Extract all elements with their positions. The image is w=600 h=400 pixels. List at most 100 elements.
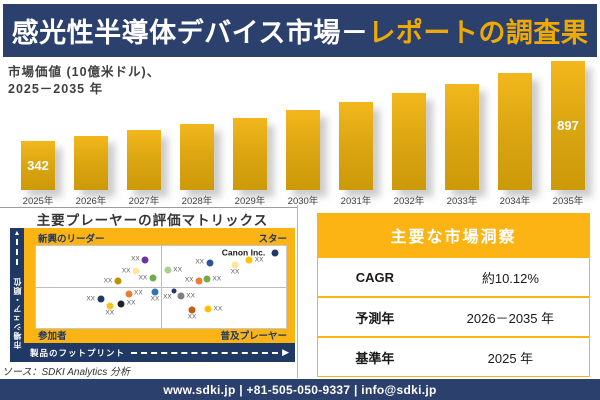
quadrant-label-pervasive-players: 普及プレーヤー	[220, 331, 287, 342]
bar-year-label: 2031年	[340, 196, 372, 207]
bar-2028年	[180, 124, 214, 190]
scatter-point: XX	[125, 290, 143, 298]
bar-column: 2032年	[391, 60, 427, 207]
point-label: XX	[134, 289, 143, 297]
company-label: Canon Inc.	[221, 247, 266, 258]
insights-table-header: 主要な市場洞察	[318, 214, 589, 256]
chart-axis-label-line2: 2025－2035 年	[8, 81, 104, 96]
point-label: XX	[105, 309, 115, 317]
scatter-point: XX	[203, 275, 221, 283]
bar-2027年	[127, 130, 161, 190]
bar-value-label: 342	[27, 158, 49, 173]
matrix-x-axis-label: 製品のフットプリント	[30, 347, 126, 358]
bar-2035年: 897	[551, 61, 585, 190]
x-axis-dashed-line	[131, 351, 279, 354]
scatter-point: XX	[177, 292, 195, 300]
matrix-plot-area: XX XX XX XX XX XX Canon Inc. XX XX XX XX XX XX XX XX XX…	[35, 245, 287, 329]
page-title-main: 感光性半導体デバイス市場－	[11, 18, 369, 48]
scatter-point: XX	[117, 300, 135, 308]
bar-column: 2026年	[73, 60, 109, 207]
right-arrow-icon: ▶	[282, 347, 289, 357]
point-label: XX	[173, 266, 182, 274]
scatter-point: XX	[185, 277, 203, 285]
bar-2033年	[445, 84, 479, 190]
bar-year-label: 2029年	[234, 196, 266, 207]
point-label: XX	[230, 268, 240, 276]
insights-row-予測年: 予測年 2026－2035 年	[318, 296, 589, 336]
scatter-point: XX	[151, 288, 159, 302]
chart-axis-label-line1: 市場価値 (10億米ドル)、	[8, 65, 161, 79]
quadrant-divider-horizontal	[36, 287, 286, 288]
scatter-point: XX	[131, 256, 149, 264]
insights-row-基準年: 基準年 2025 年	[318, 336, 589, 376]
bar-chart: 342 2025年 2026年 2027年 2028年 2029年 2030年 2031年 20…	[20, 60, 586, 207]
scatter-point: XX	[139, 275, 157, 282]
page-title: 感光性半導体デバイス市場－レポートの調査果	[12, 11, 589, 50]
bar-value-label: 897	[557, 118, 579, 133]
point-label: XX	[184, 276, 194, 284]
bar-year-label: 2026年	[75, 196, 107, 207]
insights-row-value: 2025 年	[487, 350, 534, 366]
scatter-point: XX	[86, 296, 104, 303]
point-label: XX	[187, 313, 197, 321]
scatter-point: XX	[231, 261, 239, 275]
scatter-point: XX	[195, 259, 213, 267]
bar-2025年: 342	[21, 141, 55, 190]
insights-row-label: 予測年	[355, 310, 395, 326]
bar-year-label: 2035年	[552, 196, 584, 207]
scatter-point: XX	[104, 278, 122, 285]
footer-bar: www.sdki.jp | +81-505-050-9337 | info@sd…	[0, 379, 600, 400]
point-label: XX	[121, 266, 131, 274]
scatter-point: XX	[164, 267, 182, 274]
bar-year-label: 2025年	[22, 196, 54, 207]
page-title-accent: レポートの調査果	[368, 18, 589, 48]
insights-row-label: CAGR	[355, 269, 395, 285]
chart-axis-label: 市場価値 (10億米ドル)、 2025－2035 年	[8, 64, 160, 98]
bar-year-label: 2028年	[181, 196, 213, 207]
matrix-frame: 新興のリーダー スター 参加者 普及プレーヤー XX XX XX XX XX XX Cano…	[24, 228, 295, 343]
scatter-point: XX	[188, 306, 196, 320]
point-label: XX	[254, 256, 264, 264]
point-label: XX	[131, 255, 140, 263]
y-axis-dashed-line	[16, 239, 18, 265]
insights-row-value: 2026－2035 年	[466, 310, 555, 326]
bar-year-label: 2030年	[287, 196, 319, 207]
point-label: XX	[195, 258, 204, 266]
insights-row-cagr: CAGR 約10.12%	[318, 256, 589, 296]
point-label: XX	[212, 274, 222, 282]
source-note: ソース：SDKI Analytics 分析	[2, 367, 131, 378]
bar-column: 2029年	[232, 60, 268, 207]
bar-year-label: 2034年	[499, 196, 531, 207]
scatter-point-canon: Canon Inc.	[222, 248, 279, 256]
point-label: XX	[163, 293, 172, 301]
matrix-x-axis: 製品のフットプリント ▶	[24, 343, 295, 362]
scatter-point: XX	[163, 288, 177, 300]
bar-2031年	[339, 102, 373, 190]
scatter-point: XX	[204, 305, 222, 313]
point-label: XX	[213, 304, 223, 312]
bar-column: 2027年	[126, 60, 162, 207]
point-label: XX	[186, 291, 195, 299]
matrix-y-axis: ▲ 市場シェア・順位	[10, 228, 24, 362]
scatter-point: XX	[105, 302, 114, 316]
header-banner: 感光性半導体デバイス市場－レポートの調査果	[3, 4, 597, 57]
matrix-y-axis-label: 市場シェア・順位	[12, 277, 22, 349]
bar-2032年	[392, 93, 426, 190]
bar-column: 2030年	[285, 60, 321, 207]
bar-2030年	[286, 110, 320, 190]
bar-column: 2033年	[444, 60, 480, 207]
panel-divider	[297, 205, 298, 378]
quadrant-label-participants: 参加者	[38, 331, 67, 342]
point-label: XX	[150, 295, 160, 303]
up-arrow-icon: ▲	[13, 230, 21, 237]
insights-row-label: 基準年	[355, 350, 395, 366]
bar-column: 897 2035年	[550, 60, 586, 207]
bar-year-label: 2033年	[446, 196, 478, 207]
key-insights-table: 主要な市場洞察 CAGR 約10.12% 予測年 2026－2035 年基準年 2025…	[317, 213, 590, 377]
scatter-point: XX	[122, 267, 140, 275]
point-label: XX	[86, 295, 95, 303]
evaluation-matrix: ▲ 市場シェア・順位 新興のリーダー スター 参加者 普及プレーヤー XX XX X…	[10, 228, 295, 362]
chart-baseline-divider	[0, 207, 297, 208]
bar-year-label: 2032年	[393, 196, 425, 207]
